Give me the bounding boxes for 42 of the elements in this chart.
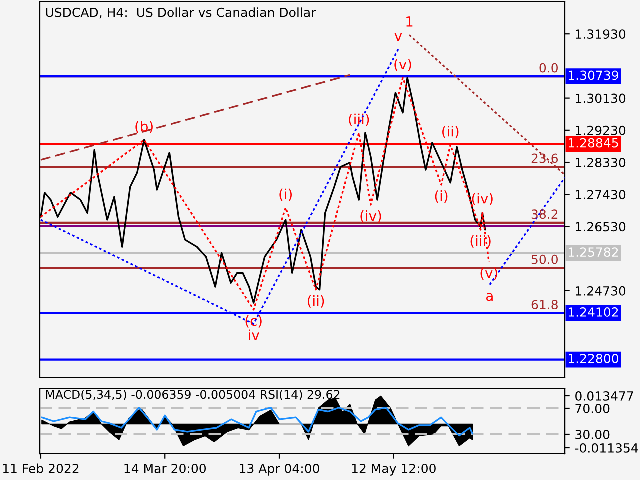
annotation: (i) (280, 188, 292, 202)
y-tick-label: 1.27430 (576, 190, 626, 200)
annotation: 61.8 (532, 300, 558, 310)
annotation: 50.0 (532, 254, 558, 264)
chart-title: USDCAD, H4: US Dollar vs Canadian Dollar (46, 8, 316, 19)
y-tick-label: 1.28330 (576, 158, 626, 168)
annotation: (iii) (470, 236, 491, 248)
x-tick-label: 13 Apr 04:00 (240, 464, 320, 476)
annotation: 1 (406, 16, 413, 27)
ref-line-label: 1.25782 (569, 248, 618, 258)
annotation: (i) (435, 190, 448, 203)
y-tick-label: 0.013477 (576, 391, 634, 401)
y-tick-label: 1.30130 (576, 94, 626, 104)
annotation: a (486, 293, 493, 302)
annotation: v (394, 33, 402, 41)
annotation: (ii) (442, 126, 459, 138)
annotation: (ii) (308, 295, 324, 308)
y2-tick-label: 30.00 (576, 430, 610, 440)
y-tick-label: 1.26530 (576, 222, 626, 232)
y-tick-label: 1.29230 (576, 126, 626, 136)
annotation: (v) (394, 59, 412, 72)
ref-line-label: 1.30739 (569, 70, 618, 80)
annotation: iv (249, 330, 260, 340)
annotation: (v) (480, 268, 498, 280)
chart-title: MACD(5,34,5) -0.006359 -0.005004 RSI(14) 29.62 (46, 390, 340, 400)
annotation: (b) (136, 121, 153, 134)
annotation: (iii) (349, 114, 370, 126)
y2-tick-label: 70.00 (576, 404, 610, 414)
annotation: (iv) (360, 210, 382, 223)
ref-line-label: 1.28845 (569, 138, 618, 148)
y-tick-label: 1.24730 (576, 286, 626, 296)
ref-line-label: 1.22800 (569, 354, 618, 364)
x-tick-label: 11 Feb 2022 (3, 464, 79, 474)
y-tick-label: -0.011354 (575, 443, 638, 453)
annotation: (iv) (472, 193, 493, 206)
x-tick-label: 14 Mar 20:00 (124, 464, 206, 474)
ref-line-label: 1.24102 (569, 308, 618, 317)
x-tick-label: 12 May 12:00 (352, 464, 436, 476)
annotation: 38.2 (532, 210, 558, 220)
annotation: 0.0 (540, 63, 558, 73)
annotation: 23.6 (532, 154, 558, 164)
y-tick-label: 1.31930 (576, 30, 626, 40)
